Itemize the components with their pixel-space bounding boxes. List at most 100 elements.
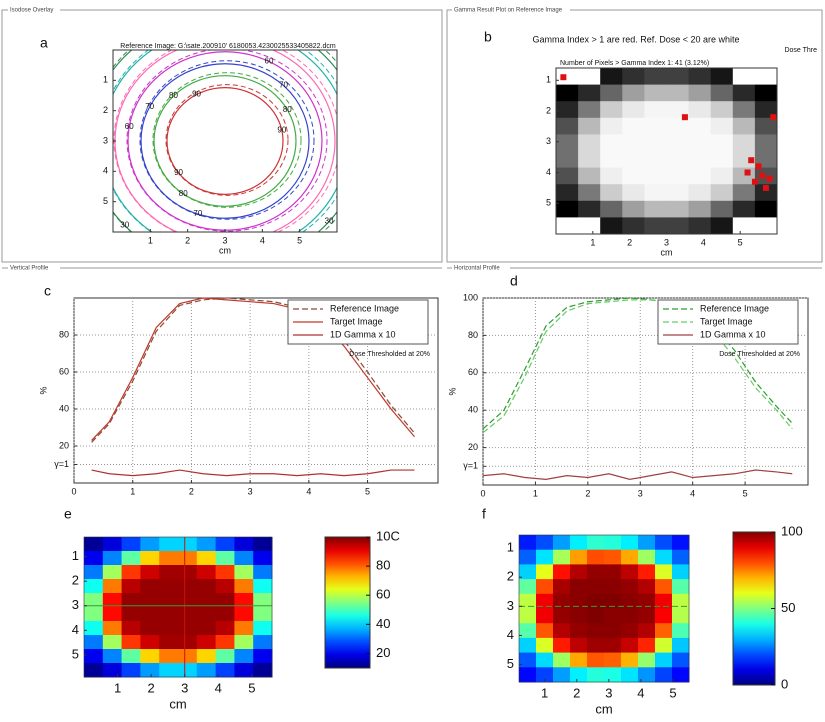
- heatmap-cell: [644, 134, 667, 152]
- heatmap-cell: [622, 117, 645, 135]
- heatmap-cell: [570, 535, 588, 551]
- heatmap-cell: [84, 621, 104, 636]
- heatmap-cell: [688, 151, 712, 169]
- heatmap-cell: [644, 117, 667, 135]
- heatmap-cell: [604, 564, 622, 580]
- chart-title: Reference Image: G:\sate.200910' 6180053…: [120, 43, 336, 50]
- colorbar-tick-label: 80: [376, 558, 390, 573]
- colorbar-tick-label: 100: [781, 523, 803, 538]
- heatmap-cell: [556, 217, 579, 235]
- legend-label: Target Image: [700, 316, 753, 326]
- heatmap-cell: [159, 551, 179, 566]
- title-gap: [8, 6, 60, 14]
- heatmap-cell: [556, 68, 579, 86]
- heatmap-cell: [102, 551, 123, 566]
- y-tick-label: 5: [546, 198, 551, 208]
- x-tick-label: 5: [248, 680, 255, 695]
- heatmap-cell: [638, 579, 656, 595]
- panel-label: c: [44, 283, 51, 299]
- heatmap-cell: [710, 68, 734, 86]
- heatmap-cell: [556, 134, 579, 152]
- heatmap-cell: [672, 623, 690, 639]
- heatmap-cell: [672, 535, 690, 551]
- chart-title: Gamma Index > 1 are red. Ref. Dose < 20 …: [532, 34, 739, 44]
- heatmap-cell: [672, 667, 690, 683]
- panel-label: d: [510, 273, 518, 289]
- heatmap-cell: [638, 608, 656, 624]
- heatmap-cell: [604, 623, 622, 639]
- heatmap-cell: [519, 623, 537, 639]
- heatmap-cell: [234, 579, 254, 594]
- gamma-fail-pixel: [762, 184, 769, 191]
- group-box: [1, 9, 443, 263]
- x-tick-label: 1: [533, 488, 538, 498]
- heatmap-cell: [234, 551, 254, 566]
- heatmap-cell: [121, 551, 141, 566]
- profile-line: [91, 469, 415, 477]
- heatmap-cell: [754, 134, 778, 152]
- contour-reference: [166, 87, 284, 195]
- y-tick-label: 4: [507, 627, 514, 642]
- heatmap-cell: [644, 167, 667, 185]
- colorbar-tick-label: 0: [781, 676, 788, 691]
- heatmap-cell: [754, 68, 778, 86]
- heatmap-cell: [536, 637, 554, 654]
- heatmap-cell: [587, 535, 605, 551]
- x-tick-label: 3: [248, 486, 253, 496]
- heatmap-cell: [519, 535, 537, 551]
- heatmap-cell: [556, 151, 579, 169]
- heatmap-cell: [655, 579, 673, 595]
- heatmap-cell: [178, 565, 198, 580]
- x-tick-label: 3: [664, 237, 669, 247]
- legend-label: Target Image: [330, 316, 383, 326]
- panel-label: f: [482, 506, 486, 522]
- heatmap-cell: [121, 607, 141, 622]
- heatmap-cell: [710, 167, 734, 185]
- x-tick-label: 3: [638, 488, 643, 498]
- heatmap-cell: [159, 565, 179, 580]
- heatmap-cell: [215, 621, 235, 636]
- heatmap-cell: [196, 537, 217, 552]
- heatmap-cell: [578, 151, 601, 169]
- heatmap-cell: [215, 649, 235, 664]
- heatmap-cell: [666, 167, 690, 185]
- heatmap-cell: [553, 608, 571, 624]
- heatmap-cell: [159, 621, 179, 636]
- heatmap-cell: [622, 167, 645, 185]
- gamma-fail-pixel: [560, 74, 567, 81]
- heatmap-cell: [644, 101, 667, 119]
- heatmap-cell: [600, 101, 623, 119]
- colorbar: [732, 531, 776, 686]
- y-tick-label: 4: [546, 167, 551, 177]
- heatmap-cell: [587, 564, 605, 580]
- group-box: [446, 9, 823, 263]
- heatmap-cell: [622, 134, 645, 152]
- heatmap-cell: [178, 593, 198, 608]
- heatmap-cell: [710, 217, 734, 235]
- heatmap-cell: [196, 663, 217, 678]
- heatmap-cell: [622, 151, 645, 169]
- gamma-fail-pixel: [744, 169, 751, 176]
- heatmap-cell: [553, 623, 571, 639]
- profile-line: [482, 469, 793, 481]
- heatmap-cell: [604, 579, 622, 595]
- heatmap-cell: [519, 637, 537, 654]
- x-tick-label: 3: [605, 685, 612, 700]
- y-tick-label: 80: [59, 329, 69, 339]
- heatmap-cell: [553, 549, 571, 565]
- heatmap-cell: [159, 635, 179, 650]
- heatmap-cell: [84, 663, 104, 678]
- contour-label: 80: [283, 105, 292, 114]
- heatmap-cell: [84, 635, 104, 650]
- heatmap-cell: [655, 549, 673, 565]
- colorbar-tick-label: 10C: [376, 528, 400, 543]
- y-tick-label: 60: [468, 367, 478, 377]
- heatmap-cell: [234, 649, 254, 664]
- legend-label: Reference Image: [700, 303, 769, 313]
- plot-frame: [83, 536, 273, 678]
- gamma-fail-pixel: [751, 178, 758, 185]
- heatmap-cell: [672, 593, 690, 609]
- heatmap-cell: [578, 217, 601, 235]
- heatmap-cell: [666, 68, 690, 86]
- x-tick-label: 1: [541, 685, 548, 700]
